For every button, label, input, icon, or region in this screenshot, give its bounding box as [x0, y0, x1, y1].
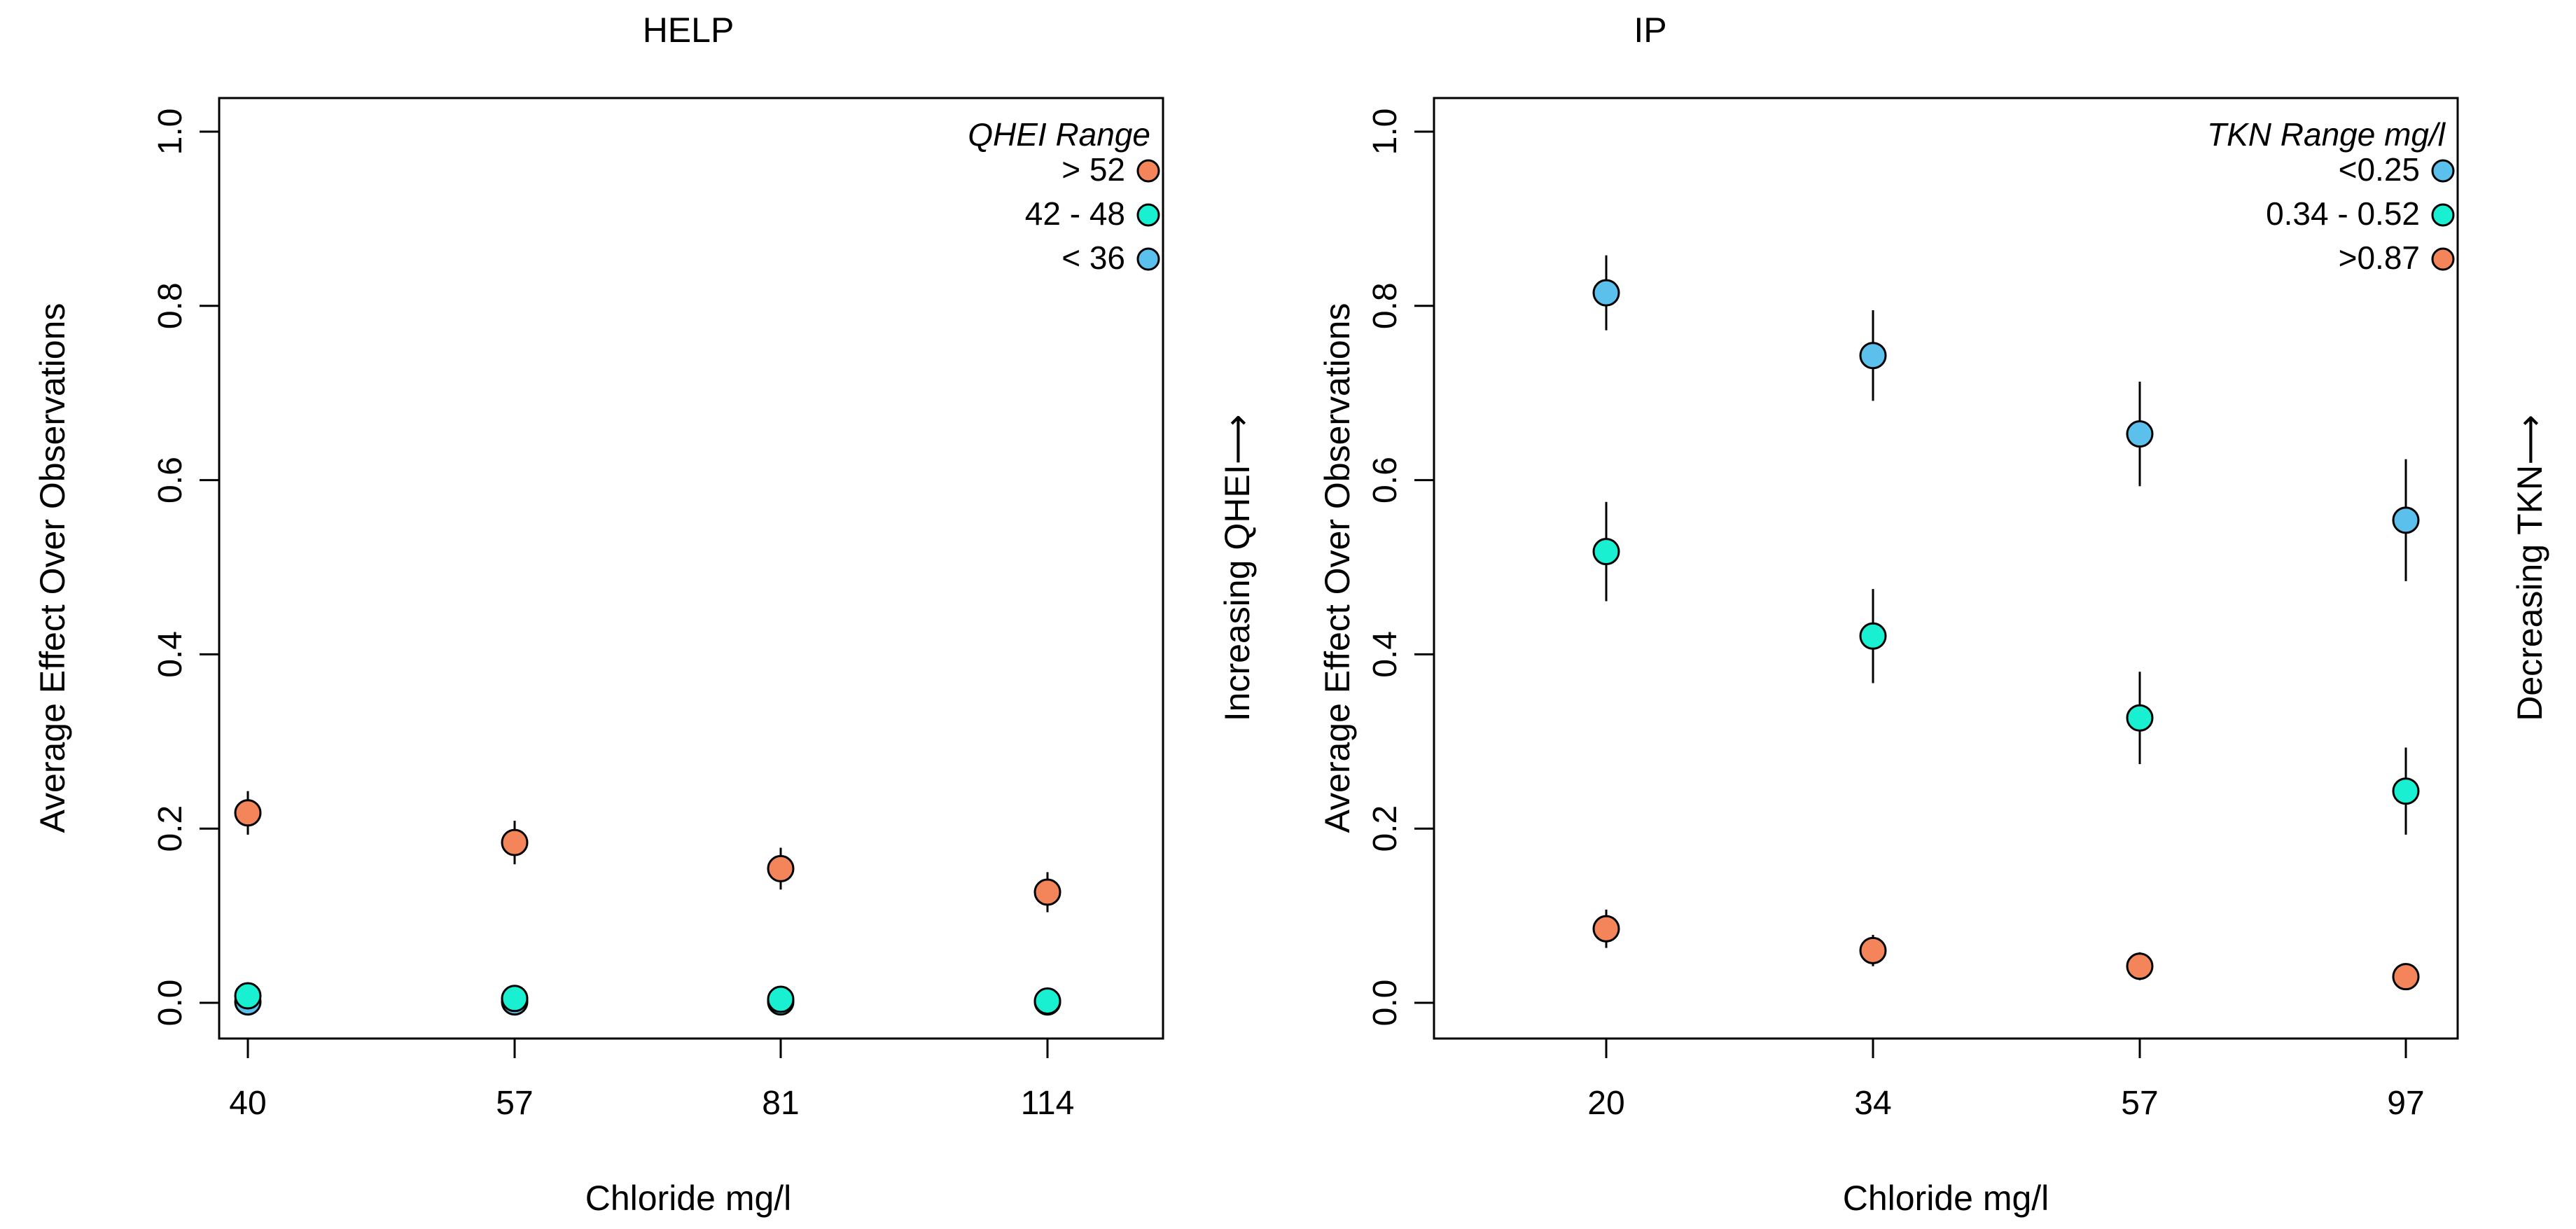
y-tick-label: 0.6	[152, 457, 189, 504]
y-tick-label: 0.8	[152, 282, 189, 329]
x-tick-label: 40	[229, 1085, 266, 1122]
data-point	[501, 985, 529, 1013]
plot-frame	[1433, 97, 2459, 1040]
data-point	[1592, 915, 1620, 943]
x-tick-label: 57	[2121, 1085, 2158, 1122]
data-point	[1859, 622, 1887, 650]
y-tick-label: 0.4	[152, 631, 189, 678]
legend-swatch	[2431, 159, 2455, 183]
legend: TKN Range mg/l <0.25 0.34 - 0.52 >0.87	[2207, 116, 2455, 276]
legend-swatch	[1136, 159, 1160, 183]
x-tick-label: 57	[496, 1085, 533, 1122]
legend-swatch	[1136, 203, 1160, 227]
data-point	[1033, 987, 1061, 1015]
x-axis-label: Chloride mg/l	[585, 1179, 792, 1218]
data-point	[2392, 777, 2420, 805]
y-tick-label: 0.2	[1367, 805, 1404, 852]
y-tick-label: 0.4	[1367, 631, 1404, 678]
y-ticks: 0.0 0.2 0.4 0.6 0.8 1.0	[1367, 109, 1434, 1027]
x-tick-label: 81	[762, 1085, 799, 1122]
data-point	[2126, 420, 2154, 448]
legend-label: 0.34 - 0.52	[2266, 195, 2420, 232]
y-tick-label: 0.8	[1367, 282, 1404, 329]
side-label: Decreasing TKN⟶	[2510, 415, 2549, 721]
legend-title: QHEI Range	[968, 116, 1150, 153]
panel-title: IP	[1634, 11, 1666, 50]
legend-swatch	[2431, 247, 2455, 271]
y-tick-label: 0.0	[152, 980, 189, 1027]
data-point	[1592, 279, 1620, 307]
data-point	[234, 982, 262, 1010]
y-axis-label: Average Effect Over Observations	[33, 303, 72, 833]
panel-title: HELP	[643, 11, 734, 50]
x-ticks: 20 34 57 97	[1587, 1039, 2425, 1122]
y-tick-label: 0.2	[152, 805, 189, 852]
legend-swatch	[2431, 203, 2455, 227]
x-ticks: 40 57 81 114	[229, 1039, 1074, 1122]
legend-title: TKN Range mg/l	[2207, 116, 2446, 153]
data-marks	[234, 791, 1061, 1016]
legend-label: >0.87	[2339, 239, 2420, 276]
panel-help: HELP Chloride mg/l Average Effect Over O…	[33, 11, 1257, 1218]
legend-label: < 36	[1061, 239, 1125, 276]
y-tick-label: 1.0	[152, 109, 189, 155]
y-ticks: 0.0 0.2 0.4 0.6 0.8 1.0	[152, 109, 219, 1027]
y-axis-label: Average Effect Over Observations	[1318, 303, 1357, 833]
data-point	[767, 985, 795, 1013]
y-tick-label: 1.0	[1367, 109, 1404, 155]
legend: QHEI Range > 52 42 - 48 < 36	[968, 116, 1160, 276]
y-tick-label: 0.6	[1367, 457, 1404, 504]
data-point	[2392, 506, 2420, 534]
y-tick-label: 0.0	[1367, 980, 1404, 1027]
x-tick-label: 114	[1021, 1085, 1075, 1122]
legend-swatch	[1136, 247, 1160, 271]
x-tick-label: 34	[1854, 1085, 1891, 1122]
legend-label: > 52	[1061, 151, 1125, 188]
data-point	[1592, 538, 1620, 566]
x-tick-label: 97	[2387, 1085, 2424, 1122]
plot-frame	[218, 97, 1164, 1040]
data-point	[1033, 878, 1061, 906]
x-tick-label: 20	[1587, 1085, 1624, 1122]
data-point	[501, 828, 529, 856]
data-point	[767, 854, 795, 882]
data-point	[2126, 704, 2154, 732]
data-point	[234, 799, 262, 827]
data-point	[2392, 963, 2420, 991]
data-point	[1859, 342, 1887, 370]
data-marks	[1592, 255, 2420, 991]
data-point	[1859, 936, 1887, 964]
legend-label: 42 - 48	[1025, 195, 1125, 232]
x-axis-label: Chloride mg/l	[1843, 1179, 2049, 1218]
panel-ip: IP Chloride mg/l Average Effect Over Obs…	[1318, 11, 2549, 1218]
data-point	[2126, 952, 2154, 980]
legend-label: <0.25	[2339, 151, 2420, 188]
side-label: Increasing QHEI⟶	[1218, 415, 1257, 722]
